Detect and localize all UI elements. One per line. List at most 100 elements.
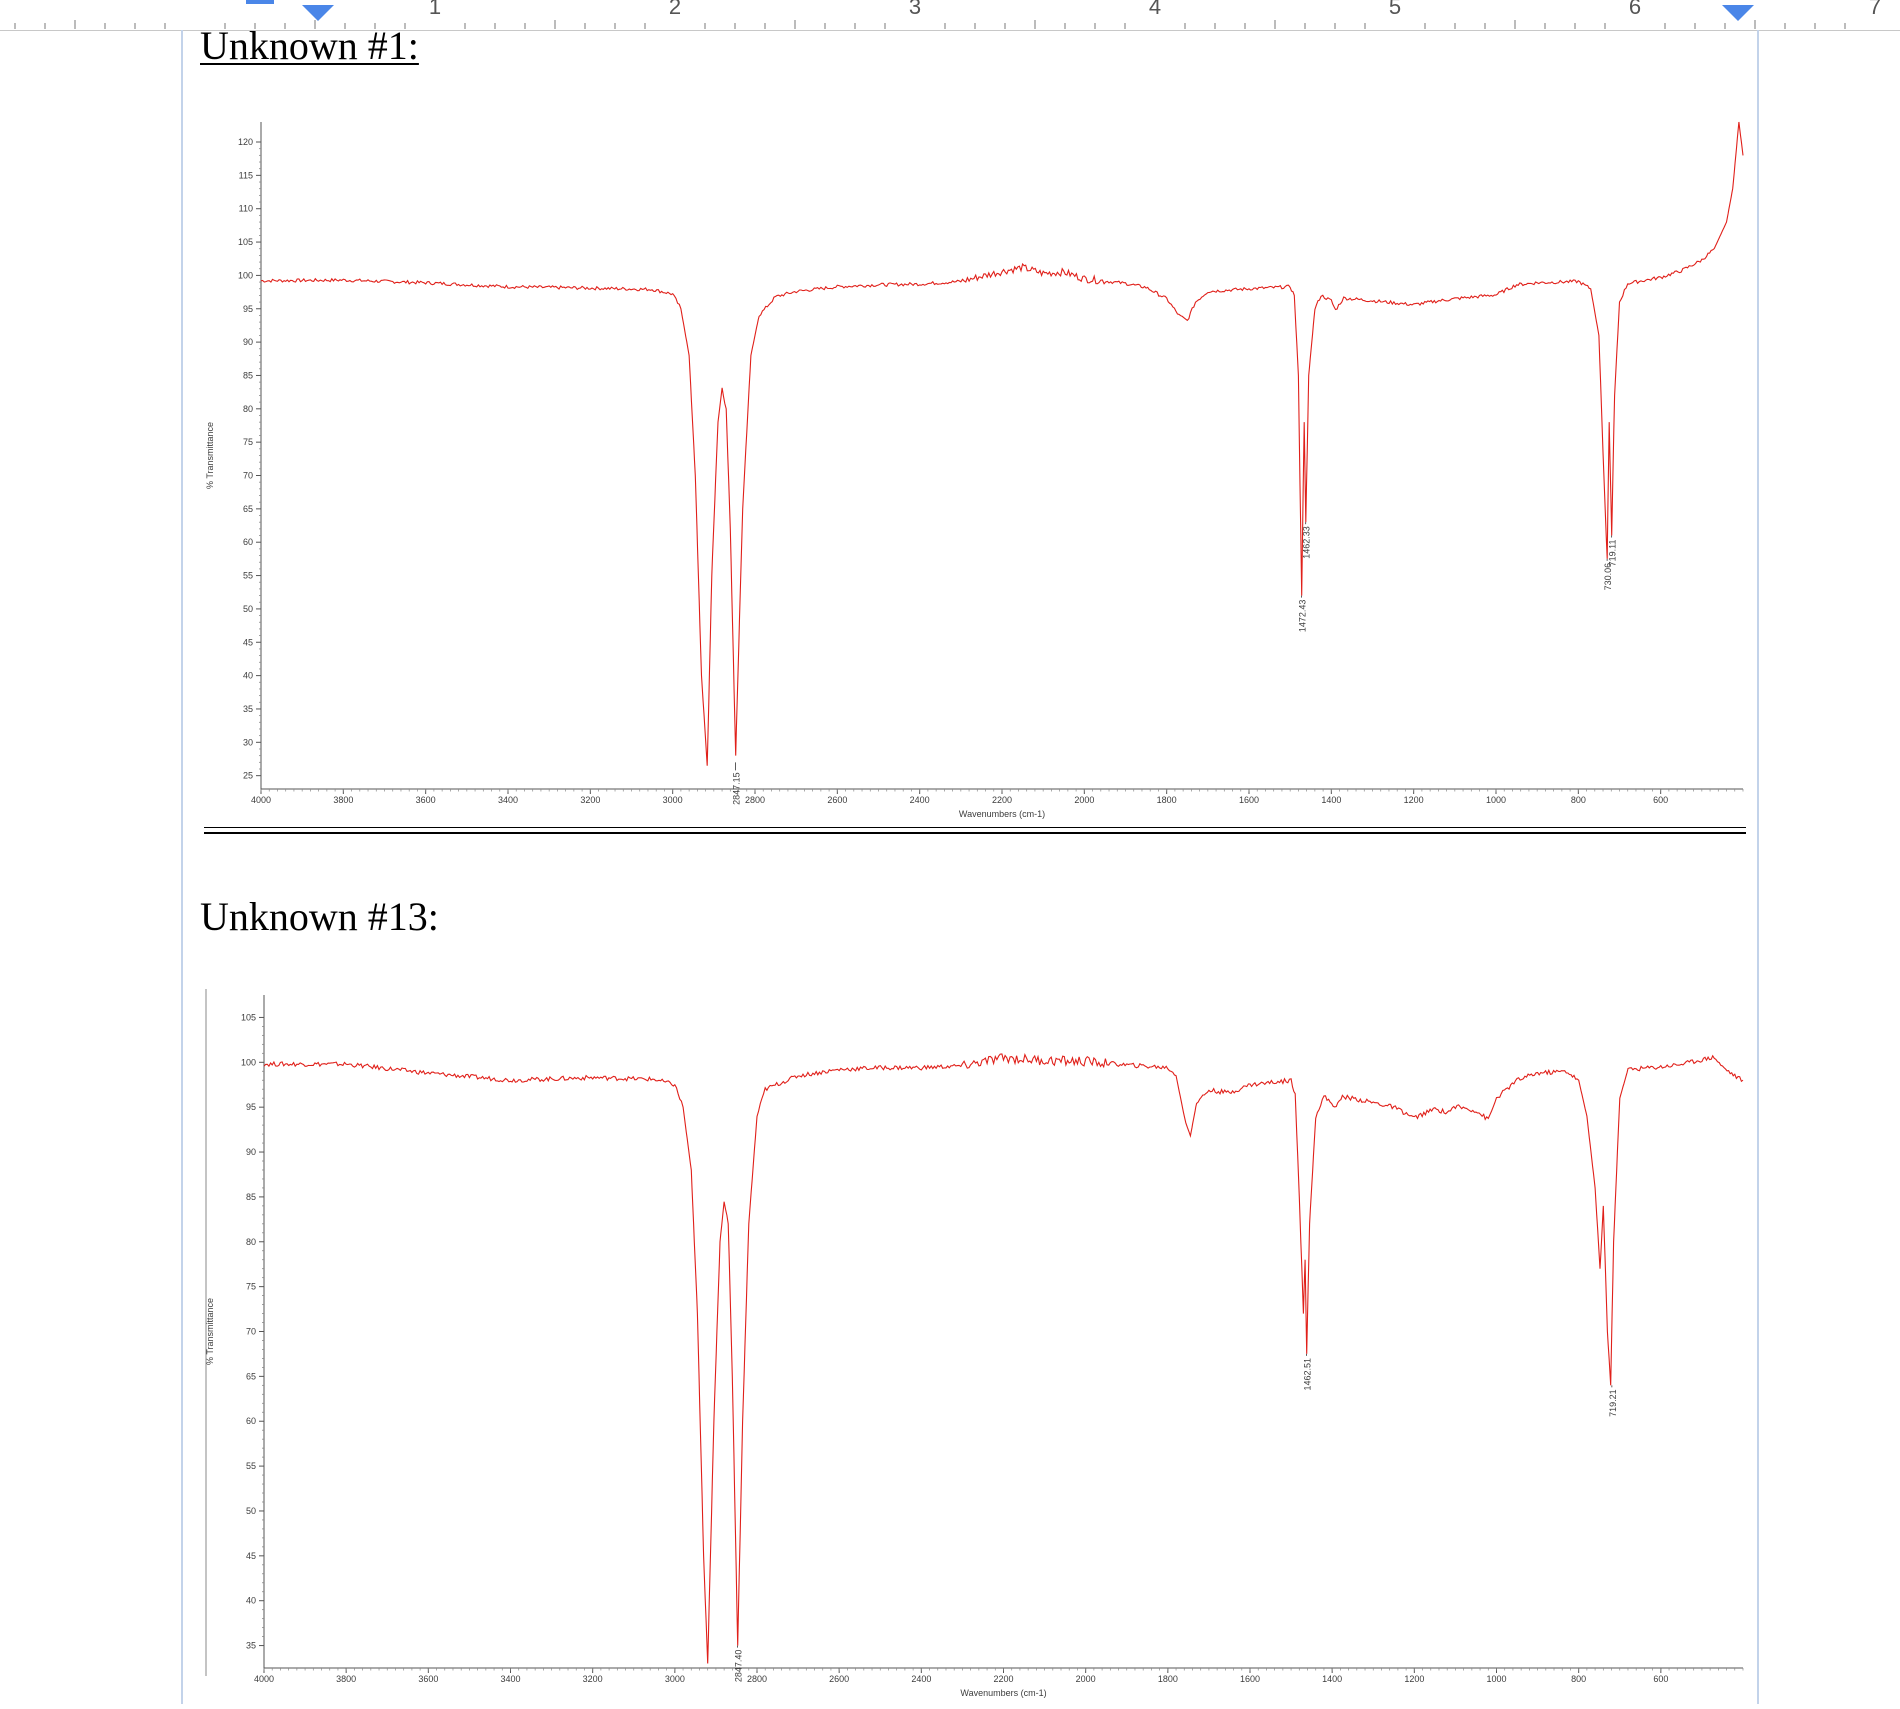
chart-svg-unknown-13: 35 40 45 50 55 60 65 70 75 80 85 90 95 100 105 4000 3800…: [205, 989, 1744, 1698]
spectrum-line: [261, 121, 1744, 766]
x-tick-label: 800: [1571, 1674, 1586, 1684]
y-tick-label: 40: [246, 1596, 256, 1606]
x-tick-label: 1600: [1240, 1674, 1260, 1684]
x-tick-label: 4000: [251, 795, 271, 805]
heading-unknown-13: Unknown #13:: [200, 894, 439, 939]
x-tick-label: 1800: [1158, 1674, 1178, 1684]
y-tick-label: 70: [243, 471, 253, 481]
ruler-number: 3: [909, 0, 921, 19]
x-tick-label: 2200: [992, 795, 1012, 805]
peak-label: 730.06: [1603, 563, 1613, 591]
x-tick-label: 3400: [498, 795, 518, 805]
x-tick-label: 1000: [1486, 795, 1506, 805]
y-tick-label: 100: [238, 270, 253, 280]
ir-spectrum-chart-unknown-1: 25 30 35 40 45 50 55 60 65 70 75 80 85 90 95 100 105 110 1…: [200, 112, 1750, 832]
ruler-number: 2: [669, 0, 681, 19]
y-tick-label: 75: [243, 437, 253, 447]
y-tick-label: 95: [243, 304, 253, 314]
y-tick-label: 50: [246, 1506, 256, 1516]
ruler-number: 7: [1869, 0, 1881, 19]
y-tick-label: 80: [243, 404, 253, 414]
y-tick-label: 50: [243, 604, 253, 614]
y-tick-label: 30: [243, 737, 253, 747]
right-indent-marker: [1722, 5, 1754, 21]
peak-label: 719.21: [1608, 1389, 1618, 1417]
x-tick-label: 4000: [254, 1674, 274, 1684]
x-tick-label: 3600: [418, 1674, 438, 1684]
heading-unknown-1: Unknown #1:: [200, 23, 419, 68]
horizontal-rule: [204, 832, 1746, 834]
x-tick-label: 3600: [416, 795, 436, 805]
y-tick-label: 35: [243, 704, 253, 714]
ruler-number: 4: [1149, 0, 1161, 19]
axis-labels: 25 30 35 40 45 50 55 60 65 70 75 80 85 90 95 100 105 110 1…: [238, 137, 1668, 805]
ruler-marks: 1 2 3 4 5 6 7: [14, 0, 1881, 29]
peak-label: 1462.51: [1302, 1358, 1312, 1391]
y-tick-label: 75: [246, 1282, 256, 1292]
first-line-indent-marker: [246, 0, 274, 4]
x-tick-label: 3000: [665, 1674, 685, 1684]
x-axis-title: Wavenumbers (cm-1): [960, 1688, 1046, 1698]
y-tick-label: 85: [246, 1192, 256, 1202]
horizontal-rule: [204, 827, 1746, 828]
spectrum-line: [264, 1053, 1744, 1664]
y-tick-label: 45: [243, 637, 253, 647]
x-tick-label: 800: [1571, 795, 1586, 805]
axis-labels: 35 40 45 50 55 60 65 70 75 80 85 90 95 100 105 4000 3800…: [241, 1012, 1668, 1684]
y-axis-title: % Transmittance: [205, 422, 215, 489]
x-tick-label: 2400: [911, 1674, 931, 1684]
y-tick-label: 100: [241, 1057, 256, 1067]
ruler-number: 6: [1629, 0, 1641, 19]
y-tick-label: 110: [239, 204, 253, 214]
y-tick-label: 60: [246, 1416, 256, 1426]
x-tick-label: 1200: [1404, 795, 1424, 805]
x-tick-label: 2600: [829, 1674, 849, 1684]
y-tick-label: 65: [246, 1371, 256, 1381]
ruler-number: 5: [1389, 0, 1401, 19]
y-tick-label: 90: [246, 1147, 256, 1157]
peak-label: 2847.15: [732, 772, 742, 805]
y-tick-label: 45: [246, 1551, 256, 1561]
y-tick-label: 65: [243, 504, 253, 514]
x-tick-label: 1800: [1157, 795, 1177, 805]
y-tick-label: 25: [243, 771, 253, 781]
y-tick-label: 95: [246, 1102, 256, 1112]
peak-label: 1462.33: [1302, 526, 1312, 559]
y-tick-label: 105: [238, 237, 253, 247]
x-tick-label: 3800: [336, 1674, 356, 1684]
y-tick-label: 40: [243, 671, 253, 681]
y-tick-label: 85: [243, 370, 253, 380]
ir-spectrum-chart-unknown-13: 35 40 45 50 55 60 65 70 75 80 85 90 95 100 105 4000 3800…: [200, 985, 1750, 1704]
x-tick-label: 2800: [745, 795, 765, 805]
x-tick-label: 2800: [747, 1674, 767, 1684]
x-tick-label: 2400: [910, 795, 930, 805]
y-axis-title: % Transmittance: [205, 1298, 215, 1365]
x-tick-label: 2000: [1076, 1674, 1096, 1684]
y-tick-label: 120: [238, 137, 253, 147]
y-tick-label: 70: [246, 1327, 256, 1337]
y-tick-label: 80: [246, 1237, 256, 1247]
y-tick-label: 35: [246, 1641, 256, 1651]
ruler: 1 2 3 4 5 6 7: [0, 0, 1900, 31]
x-tick-label: 3800: [333, 795, 353, 805]
x-tick-label: 3200: [583, 1674, 603, 1684]
peak-label: 1472.43: [1298, 600, 1308, 633]
y-tick-label: 55: [243, 571, 253, 581]
y-tick-label: 55: [246, 1461, 256, 1471]
x-tick-label: 600: [1653, 795, 1668, 805]
x-axis-title: Wavenumbers (cm-1): [959, 809, 1045, 819]
x-tick-label: 3400: [500, 1674, 520, 1684]
page-margin-right: [1757, 30, 1759, 1704]
x-tick-label: 1200: [1404, 1674, 1424, 1684]
ruler-number: 1: [429, 0, 441, 19]
x-tick-label: 3200: [580, 795, 600, 805]
peak-label: 2847.40: [734, 1650, 744, 1683]
y-tick-label: 60: [243, 537, 253, 547]
left-indent-marker: [302, 5, 334, 21]
page-margin-left: [181, 30, 183, 1704]
peak-label: 719.11: [1608, 540, 1618, 567]
y-tick-label: 115: [239, 170, 253, 180]
x-tick-label: 2000: [1074, 795, 1094, 805]
x-tick-label: 1000: [1486, 1674, 1506, 1684]
x-tick-label: 3000: [663, 795, 683, 805]
